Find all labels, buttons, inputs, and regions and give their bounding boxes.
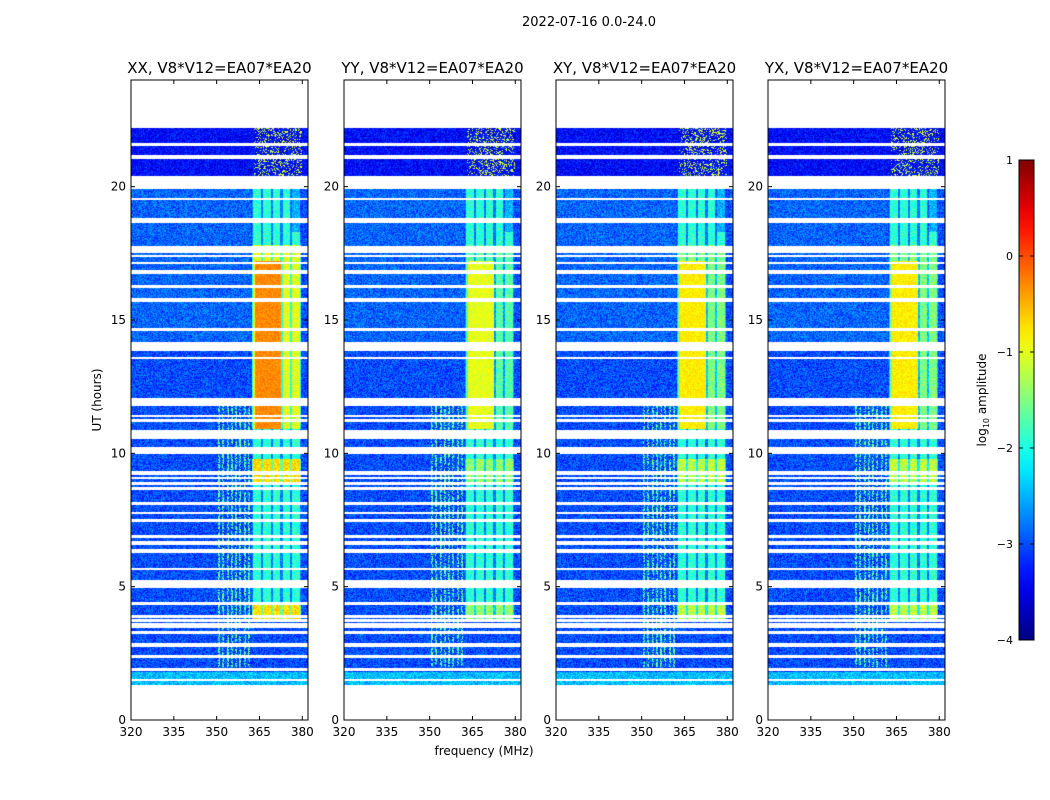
y-tick-label: 15: [536, 313, 551, 327]
colorbar-gradient: [1018, 159, 1035, 641]
panel-4: YX, V8*V12=EA07*EA20 320 335 350 365 380 0 5 10 1…: [748, 59, 951, 739]
y-tick-label: 10: [324, 446, 339, 460]
colorbar: 1 0 −1 −2 −3 −4 log10 amplitude: [975, 154, 1035, 647]
y-tick-label: 20: [536, 180, 551, 194]
x-tick-label: 320: [757, 725, 780, 739]
y-tick-label: 20: [748, 180, 763, 194]
axes-frame: [555, 79, 734, 721]
y-axis-label: UT (hours): [90, 368, 104, 431]
spectrogram-image: [131, 80, 308, 720]
y-tick-label: 20: [111, 180, 126, 194]
y-tick-label: 15: [111, 313, 126, 327]
x-tick-label: 350: [630, 725, 653, 739]
y-tick-label: 5: [755, 580, 763, 594]
x-tick-label: 320: [120, 725, 143, 739]
colorbar-tick-label: −2: [997, 442, 1013, 455]
axes-frame: [767, 79, 946, 721]
y-tick-label: 0: [755, 713, 763, 727]
panels-group: XX, V8*V12=EA07*EA20 320 335 350 365 380 0 5 10 1…: [111, 59, 951, 739]
spectrogram-image: [768, 80, 945, 720]
panel-title: YX, V8*V12=EA07*EA20: [764, 59, 948, 77]
x-tick-label: 350: [842, 725, 865, 739]
panel-1: XX, V8*V12=EA07*EA20 320 335 350 365 380 0 5 10 1…: [111, 59, 314, 739]
x-tick-label: 335: [799, 725, 822, 739]
x-tick-label: 320: [333, 725, 356, 739]
x-tick-label: 350: [205, 725, 228, 739]
panel-title: YY, V8*V12=EA07*EA20: [340, 59, 523, 77]
y-tick-label: 15: [324, 313, 339, 327]
axes-frame: [343, 79, 522, 721]
spectrogram-image: [556, 80, 733, 720]
colorbar-tick-label: 1: [1006, 154, 1013, 167]
colorbar-tick-label: −1: [997, 346, 1013, 359]
colorbar-label: log10 amplitude: [975, 354, 991, 447]
colorbar-tick-label: −3: [997, 538, 1013, 551]
y-tick-label: 0: [118, 713, 126, 727]
x-tick-label: 365: [673, 725, 696, 739]
y-tick-label: 0: [331, 713, 339, 727]
x-tick-label: 335: [375, 725, 398, 739]
x-axis-label: frequency (MHz): [434, 744, 533, 758]
panel-3: XY, V8*V12=EA07*EA20 320 335 350 365 380 0 5 10 1…: [536, 59, 739, 739]
x-tick-label: 335: [162, 725, 185, 739]
panel-title: XY, V8*V12=EA07*EA20: [553, 59, 736, 77]
colorbar-tick-label: −4: [997, 634, 1013, 647]
x-tick-label: 380: [716, 725, 739, 739]
x-tick-label: 365: [461, 725, 484, 739]
y-tick-label: 20: [324, 180, 339, 194]
x-tick-label: 380: [291, 725, 314, 739]
x-tick-label: 320: [545, 725, 568, 739]
colorbar-tick-label: 0: [1006, 250, 1013, 263]
y-tick-label: 5: [543, 580, 551, 594]
y-tick-label: 0: [543, 713, 551, 727]
x-tick-label: 365: [248, 725, 271, 739]
y-tick-label: 10: [111, 446, 126, 460]
y-tick-label: 10: [748, 446, 763, 460]
axes-frame: [130, 79, 309, 721]
x-tick-label: 335: [587, 725, 610, 739]
y-tick-label: 5: [118, 580, 126, 594]
spectrogram-image: [344, 80, 521, 720]
x-tick-label: 350: [418, 725, 441, 739]
y-tick-label: 15: [748, 313, 763, 327]
y-tick-label: 10: [536, 446, 551, 460]
x-tick-label: 380: [504, 725, 527, 739]
panel-title: XX, V8*V12=EA07*EA20: [127, 59, 311, 77]
x-tick-label: 365: [885, 725, 908, 739]
panel-2: YY, V8*V12=EA07*EA20 320 335 350 365 380 0 5 10 1…: [324, 59, 527, 739]
y-tick-label: 5: [331, 580, 339, 594]
figure-suptitle: 2022-07-16 0.0-24.0: [522, 15, 656, 30]
x-tick-label: 380: [928, 725, 951, 739]
